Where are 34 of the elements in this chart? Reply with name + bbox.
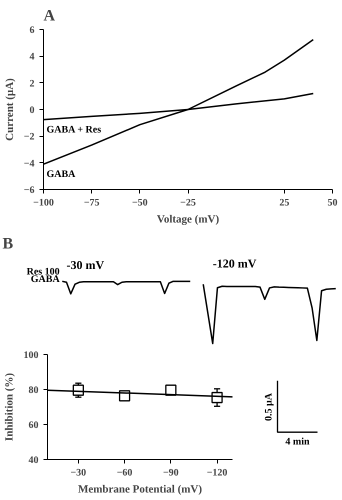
y-axis-title: Inhibition (%)	[4, 372, 16, 442]
x-tick-label: −100	[33, 198, 54, 208]
y-tick-label: 80	[28, 385, 38, 396]
x-tick-label: −120	[206, 468, 228, 478]
x-tick-label: −30	[70, 468, 86, 478]
y-tick-label: 4	[30, 52, 34, 63]
y-tick-label: −4	[24, 158, 35, 170]
x-axis-title: Voltage (mV)	[156, 214, 220, 226]
x-tick-label: −25	[180, 198, 196, 208]
chart-title: B	[2, 236, 14, 252]
series-label: GABA + Res	[46, 124, 102, 136]
y-tick-label: 100	[24, 350, 38, 361]
y-tick-label: 6	[30, 25, 34, 36]
x-axis-title: Membrane Potential (mV)	[78, 484, 202, 496]
x-tick-label: −60	[116, 468, 132, 478]
y-tick-label: −6	[24, 185, 35, 196]
x-tick-label: 25	[279, 198, 290, 208]
text: 4 min	[285, 436, 310, 448]
y-tick-label: 0	[30, 105, 34, 116]
series-label: GABA	[46, 169, 76, 180]
text: GABA	[30, 274, 60, 285]
text: -30 mV	[66, 258, 104, 272]
x-tick-label: −90	[162, 468, 179, 478]
y-tick-label: −2	[24, 132, 35, 143]
chart-title: A	[44, 8, 56, 24]
text: -120 mV	[212, 256, 257, 270]
y-tick-label: 40	[28, 455, 38, 466]
y-tick-label: 2	[30, 78, 34, 90]
y-axis-title: Current (µA)	[4, 78, 16, 141]
y-tick-label: 60	[28, 420, 38, 431]
x-tick-label: −50	[132, 198, 148, 208]
text: 0.5 µA	[264, 392, 274, 421]
x-tick-label: −75	[84, 198, 100, 208]
x-tick-label: 50	[328, 198, 338, 208]
